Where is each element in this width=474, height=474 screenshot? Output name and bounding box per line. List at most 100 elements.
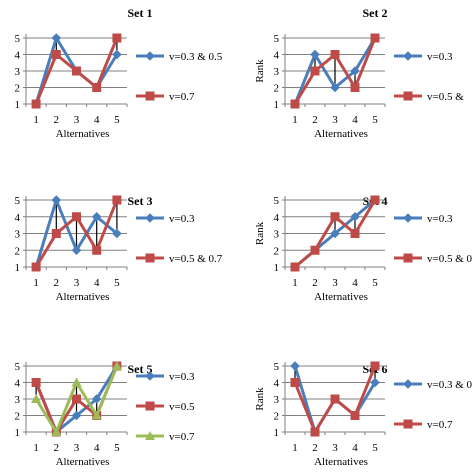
y-axis-label: Rank [254,59,266,83]
data-point [111,361,122,370]
data-point [91,410,102,420]
legend-marker [403,51,413,61]
data-point [51,195,62,205]
y-tick-label: 2 [274,411,280,423]
data-point [350,66,360,76]
chart-panel-3: Set 3 1 2 3 4 5 1 2 3 4 5 Alternatives v=0.3 v=0.5 & … [15,194,223,303]
legend-label: v=0.7 [427,419,453,431]
y-tick-label: 1 [274,99,280,111]
y-tick-label: 2 [15,83,21,95]
data-point [330,212,340,222]
data-point [31,378,41,387]
data-point [370,361,380,371]
data-point [350,211,360,222]
y-tick-label: 3 [15,229,21,241]
data-point [350,411,360,420]
y-tick-label: 5 [15,33,21,45]
x-tick-label: 1 [292,442,298,454]
data-point [370,33,380,43]
x-tick-label: 5 [114,442,120,454]
x-tick-label: 4 [352,277,358,289]
x-tick-label: 2 [312,114,318,126]
data-point [310,66,320,76]
y-tick-label: 4 [15,378,21,390]
y-tick-label: 3 [15,66,21,78]
legend-label: v=0.5 [169,401,195,413]
x-tick-label: 3 [332,277,338,289]
x-tick-label: 1 [33,442,39,454]
legend-label: v=0.5 & 0 [427,253,473,265]
legend-label: v=0.3 [169,213,195,225]
x-tick-label: 3 [332,114,338,126]
legend-label: v=0.7 [169,91,195,103]
x-tick-label: 3 [74,114,80,126]
legend-marker [145,371,155,381]
legend-marker [145,431,155,440]
data-point [310,245,320,255]
x-axis-label: Alternatives [56,291,110,303]
y-axis-label: Rank [254,221,266,245]
legend-marker [403,91,413,101]
y-tick-label: 4 [15,212,21,224]
chart-panel-2: Set 2 1 2 3 4 5 1 2 3 4 5 Alternatives Rank v=0.3 v=0.… [254,6,464,140]
x-tick-label: 4 [94,277,100,289]
y-tick-label: 5 [15,361,21,373]
data-point [330,50,340,59]
legend-label: v=0.5 & [427,91,464,103]
x-tick-label: 5 [372,277,378,289]
x-tick-label: 5 [114,277,120,289]
chart-title: Set 3 [128,194,153,208]
data-point [72,66,81,76]
legend-label: v=0.3 & 0.5 [169,51,223,63]
data-point [91,211,102,222]
x-tick-label: 2 [54,114,60,126]
y-tick-label: 4 [274,212,280,224]
legend-marker [145,91,155,101]
x-tick-label: 1 [292,114,298,126]
data-point [71,377,82,387]
data-point [370,377,380,388]
x-tick-label: 5 [114,114,120,126]
data-point [310,427,320,437]
y-tick-label: 1 [274,262,280,274]
y-tick-label: 5 [274,33,280,45]
x-tick-label: 2 [312,442,318,454]
data-point [71,410,82,421]
chart-panel-4: Set 41234512345AlternativesRankv=0.3v=0.… [254,194,473,303]
data-point [310,49,320,60]
x-axis-label: Alternatives [314,128,368,140]
legend-marker [145,401,155,411]
y-tick-label: 3 [274,66,280,78]
data-point [350,83,360,92]
y-tick-label: 5 [274,195,280,207]
y-axis-label: Rank [254,387,266,411]
data-point [31,262,41,272]
data-point [92,83,102,92]
legend-marker [403,253,413,263]
x-axis-label: Alternatives [314,291,368,303]
x-tick-label: 2 [312,277,318,289]
legend-marker [403,419,413,429]
data-point [330,228,340,239]
data-point [51,427,62,436]
x-axis-label: Alternatives [314,456,368,468]
chart-panel-5: Set 5 1 2 3 4 5 1 2 3 4 5 Alternatives v=0.3 v=0.5 v=0… [15,361,195,468]
y-tick-label: 4 [274,378,280,390]
x-tick-label: 3 [332,442,338,454]
x-axis-label: Alternatives [56,128,110,140]
data-point [330,82,340,93]
y-tick-label: 1 [15,262,21,274]
y-tick-label: 2 [274,245,280,257]
y-tick-label: 2 [15,245,21,257]
legend-marker [145,51,155,61]
x-tick-label: 3 [74,442,80,454]
x-tick-label: 4 [94,114,100,126]
legend-label: v=0.7 [169,431,195,443]
x-axis-label: Alternatives [56,456,110,468]
y-tick-label: 4 [274,50,280,62]
chart-title: Set 5 [128,362,153,376]
data-point [72,394,81,404]
y-tick-label: 1 [15,99,21,111]
data-point [290,378,300,387]
